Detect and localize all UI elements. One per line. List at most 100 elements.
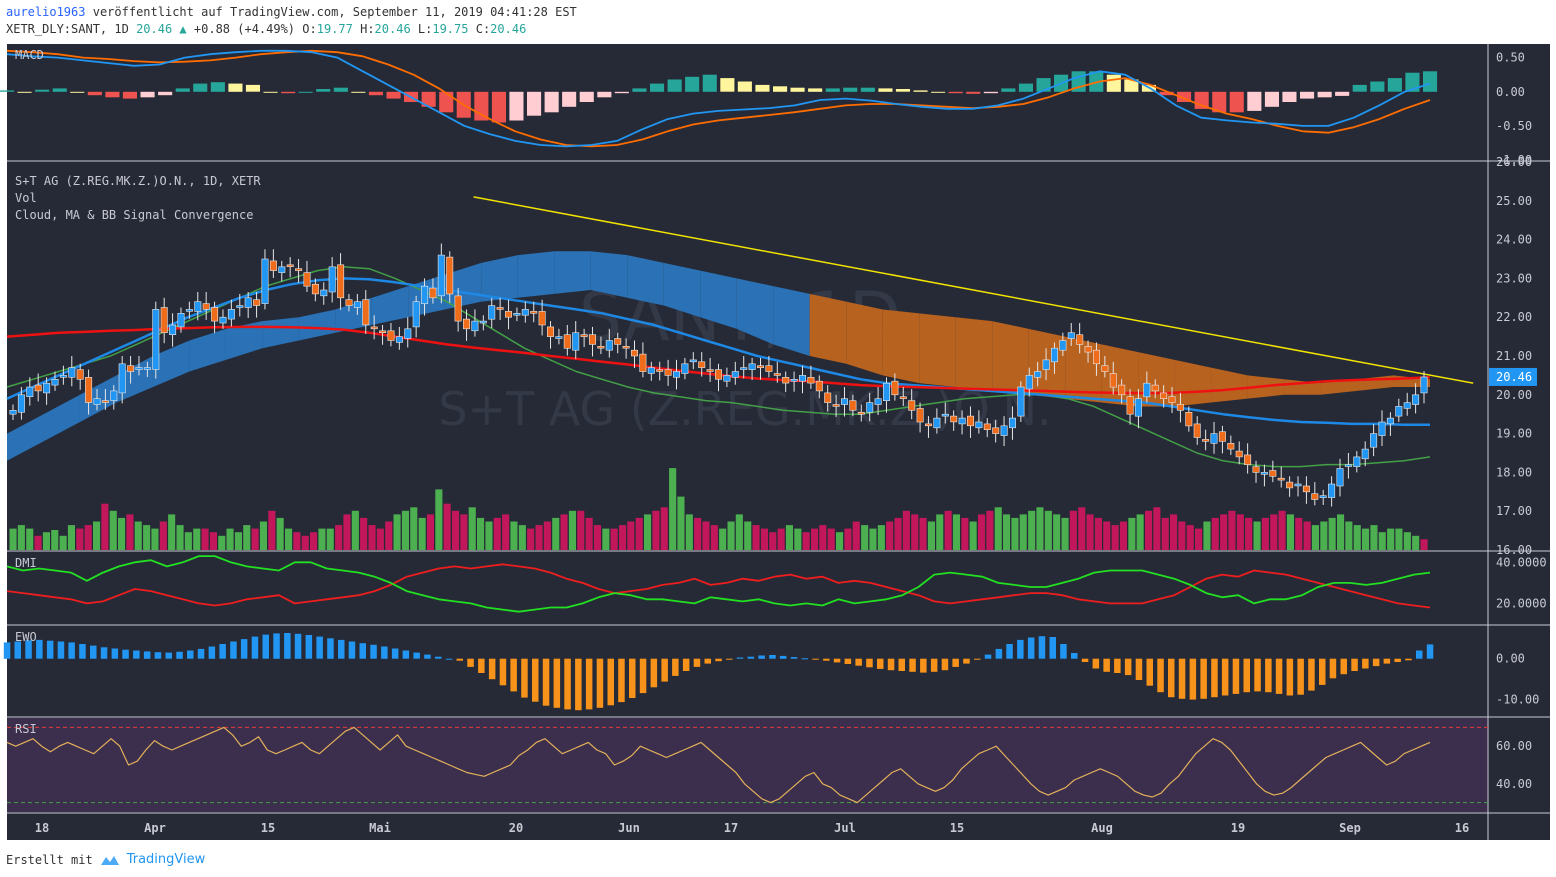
candle-body: [370, 326, 378, 330]
ichimoku-cloud-segment: [189, 328, 226, 372]
ichimoku-cloud-segment: [627, 255, 664, 306]
volume-bar: [452, 510, 460, 550]
macd-histogram-bar: [228, 83, 243, 92]
macd-histogram-bar: [860, 87, 875, 92]
volume-bar: [1036, 507, 1044, 551]
time-tick: 17: [724, 821, 738, 835]
candle-body: [992, 427, 1000, 434]
volume-bar: [986, 510, 994, 550]
candle-body: [614, 338, 622, 345]
ewo-bar: [682, 658, 690, 671]
macd-histogram-bar: [755, 84, 770, 92]
candle-body: [866, 402, 874, 413]
volume-bar: [585, 517, 593, 550]
ewo-bar: [1038, 636, 1046, 659]
last-price-label: 20.46: [1496, 370, 1532, 384]
volume-bar: [1195, 528, 1203, 550]
candle-body: [849, 400, 857, 411]
ewo-bar: [1200, 658, 1207, 699]
volume-bar: [1228, 510, 1236, 550]
macd-histogram-bar: [931, 91, 946, 93]
macd-histogram-bar: [773, 86, 788, 92]
volume-bar: [819, 525, 827, 550]
dmi-legend: DMI: [15, 556, 37, 570]
candle-body: [471, 320, 479, 332]
candle-body: [798, 375, 806, 382]
ichimoku-cloud-segment: [298, 309, 336, 341]
volume-bar: [969, 521, 977, 550]
candle-body: [395, 336, 403, 343]
ichimoku-cloud-segment: [955, 317, 993, 391]
ma-blue-line: [6, 277, 1430, 426]
volume-bar: [218, 535, 226, 551]
high-label: H:: [360, 22, 375, 36]
ichimoku-cloud-segment: [1320, 379, 1358, 395]
ewo-bar: [143, 651, 151, 659]
macd-histogram-bar: [720, 78, 735, 92]
ewo-bar: [661, 658, 668, 682]
price-tick: 25.00: [1496, 194, 1532, 208]
volume-bar: [435, 489, 443, 550]
macd-tick: -1.00: [1496, 153, 1532, 167]
ewo-bar: [747, 656, 755, 659]
candle-body: [681, 363, 689, 374]
macd-histogram-bar: [808, 88, 823, 92]
ewo-bar: [402, 650, 410, 659]
candle-body: [546, 326, 554, 337]
candle-body: [723, 375, 731, 382]
candle-body: [1000, 425, 1008, 436]
macd-histogram-bar: [263, 91, 278, 93]
volume-bar: [393, 514, 401, 550]
macd-histogram-bar: [1423, 71, 1438, 92]
candle-body: [773, 373, 781, 376]
candle-body: [1059, 340, 1067, 351]
candle-body: [1244, 454, 1252, 465]
candle-body: [337, 264, 345, 299]
volume-bar: [1253, 521, 1261, 550]
candle-body: [362, 299, 370, 326]
candle-body: [93, 398, 101, 405]
candle-body: [421, 285, 429, 305]
ewo-bar: [1362, 658, 1369, 669]
volume-bar: [360, 517, 368, 550]
candle-body: [1235, 450, 1243, 458]
ichimoku-cloud-segment: [225, 321, 263, 360]
ewo-bar: [1060, 644, 1067, 659]
ewo-bar: [338, 639, 345, 659]
tradingview-brand[interactable]: TradingView: [126, 852, 206, 867]
volume-bar: [26, 528, 34, 550]
candle-body: [429, 287, 437, 299]
volume-bar: [109, 510, 117, 550]
macd-histogram-bar: [597, 91, 612, 98]
ewo-bar: [478, 658, 485, 673]
macd-histogram-bar: [35, 89, 50, 92]
author-link[interactable]: aurelio1963: [6, 5, 86, 19]
candle-body: [1412, 394, 1420, 405]
ewo-bar: [650, 658, 658, 688]
change-value: +0.88 (+4.49%): [193, 22, 296, 36]
volume-bar: [727, 521, 735, 550]
ewo-bar: [1383, 658, 1391, 664]
ichimoku-cloud-segment: [554, 251, 591, 294]
volume-bar: [593, 525, 601, 550]
ewo-bar: [704, 658, 711, 664]
dmi-tick: 20.0000: [1496, 596, 1547, 610]
ewo-bar: [348, 641, 356, 659]
candle-body: [807, 376, 815, 384]
volume-bar: [134, 521, 142, 550]
volume-bar: [1320, 521, 1328, 550]
volume-bar: [886, 521, 894, 550]
volume-bar: [34, 535, 42, 551]
candle-body: [1093, 349, 1101, 365]
volume-bar: [644, 514, 652, 550]
ewo-bar: [801, 658, 808, 660]
candle-body: [1185, 411, 1193, 427]
volume-bar: [477, 517, 485, 550]
candle-body: [605, 340, 613, 351]
volume-bar: [1311, 525, 1319, 550]
symbol-label: XETR_DLY:SANT, 1D: [6, 22, 129, 36]
ewo-bar: [467, 658, 474, 667]
ewo-bar: [1168, 658, 1175, 698]
macd-histogram-bar: [1229, 91, 1244, 113]
